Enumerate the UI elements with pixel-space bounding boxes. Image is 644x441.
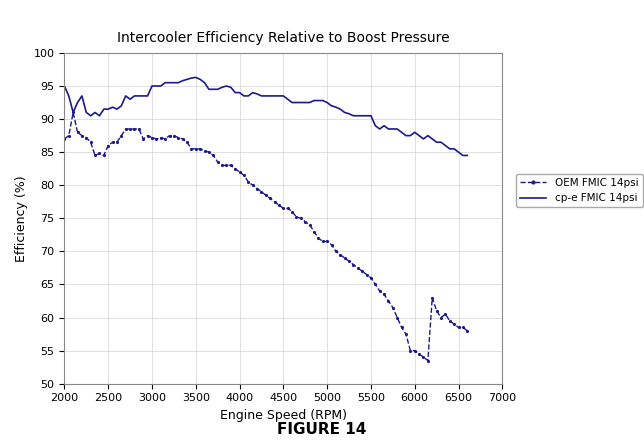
- OEM FMIC 14psi: [345, 258, 353, 264]
- Line: OEM FMIC 14psi: OEM FMIC 14psi: [62, 111, 469, 362]
- Y-axis label: Efficiency (%): Efficiency (%): [15, 175, 28, 262]
- OEM FMIC 14psi: [148, 135, 156, 140]
- OEM FMIC 14psi: [424, 358, 431, 363]
- X-axis label: Engine Speed (RPM): Engine Speed (RPM): [220, 409, 347, 422]
- Line: cp-e FMIC 14psi: cp-e FMIC 14psi: [64, 78, 468, 156]
- cp-e FMIC 14psi: [113, 106, 121, 112]
- OEM FMIC 14psi: [267, 196, 274, 201]
- cp-e FMIC 14psi: [464, 153, 471, 158]
- cp-e FMIC 14psi: [192, 75, 200, 80]
- OEM FMIC 14psi: [70, 110, 77, 115]
- OEM FMIC 14psi: [464, 328, 471, 333]
- cp-e FMIC 14psi: [61, 83, 68, 89]
- Legend: OEM FMIC 14psi, cp-e FMIC 14psi: OEM FMIC 14psi, cp-e FMIC 14psi: [516, 174, 643, 207]
- Title: Intercooler Efficiency Relative to Boost Pressure: Intercooler Efficiency Relative to Boost…: [117, 31, 450, 45]
- OEM FMIC 14psi: [117, 133, 125, 138]
- Text: FIGURE 14: FIGURE 14: [278, 422, 366, 437]
- cp-e FMIC 14psi: [126, 97, 134, 102]
- OEM FMIC 14psi: [384, 299, 392, 304]
- OEM FMIC 14psi: [131, 126, 138, 131]
- cp-e FMIC 14psi: [384, 126, 392, 131]
- cp-e FMIC 14psi: [267, 93, 274, 98]
- cp-e FMIC 14psi: [345, 111, 353, 116]
- cp-e FMIC 14psi: [459, 153, 467, 158]
- cp-e FMIC 14psi: [144, 93, 151, 98]
- OEM FMIC 14psi: [61, 136, 68, 142]
